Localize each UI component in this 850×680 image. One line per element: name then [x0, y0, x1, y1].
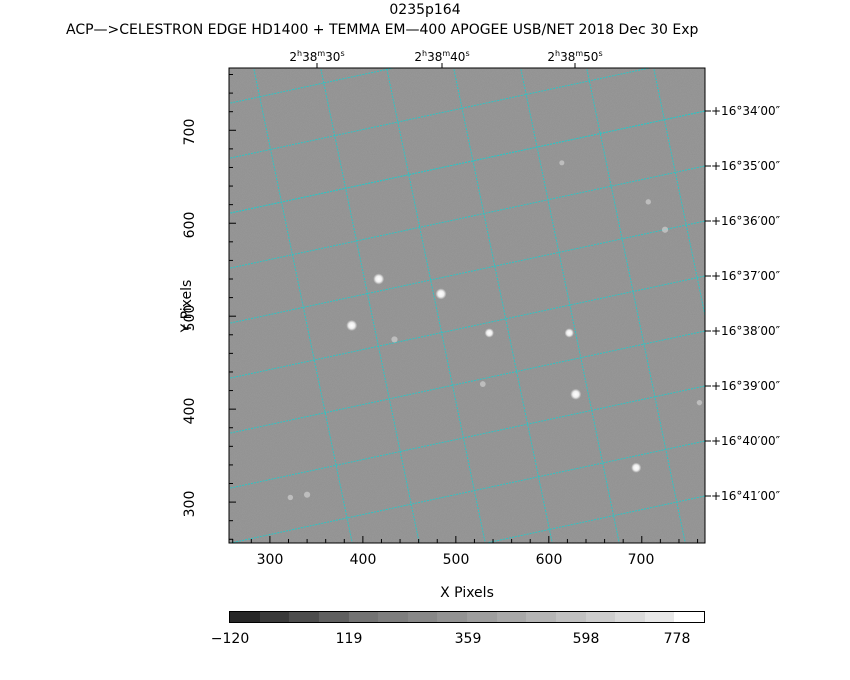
star — [479, 381, 486, 387]
dec-label: +16°35′00″ — [711, 159, 781, 173]
grid-line — [229, 110, 705, 214]
grid-line — [229, 220, 705, 324]
colorbar-segment — [526, 612, 556, 622]
colorbar-segment — [437, 612, 467, 622]
star — [570, 388, 582, 400]
grid-line — [484, 495, 705, 543]
colorbar-segment — [318, 612, 349, 622]
ra-label: 2h38m30s — [289, 49, 345, 65]
star — [435, 288, 447, 300]
axis-ticks — [229, 63, 711, 543]
star — [631, 462, 642, 473]
grid-line — [715, 40, 823, 560]
instrument-subtitle: ACP—>CELESTRON EDGE HD1400 + TEMMA EM—40… — [66, 22, 699, 38]
grid-line — [453, 68, 553, 543]
ra-label: 2h38m40s — [414, 49, 470, 65]
x-tick-label: 700 — [627, 552, 655, 568]
colorbar-label: 778 — [663, 631, 691, 647]
grid-line — [229, 165, 705, 269]
dec-label: +16°36′00″ — [711, 214, 781, 228]
x-tick-label: 300 — [256, 552, 284, 568]
star — [661, 226, 669, 233]
y-tick-label: 600 — [182, 211, 198, 239]
grid-line — [229, 330, 705, 434]
grid-line — [229, 68, 652, 159]
star — [484, 328, 495, 338]
x-tick-label: 600 — [535, 552, 563, 568]
grid-line — [253, 68, 353, 543]
ra-label: 2h38m50s — [547, 49, 603, 65]
dec-label: +16°40′00″ — [711, 434, 781, 448]
star-field — [287, 160, 703, 501]
colorbar-label: −120 — [210, 631, 250, 647]
y-tick-label: 700 — [182, 118, 198, 146]
star — [287, 494, 294, 501]
dec-label: +16°38′00″ — [711, 324, 781, 338]
wcs-grid — [229, 40, 823, 560]
colorbar-segment — [348, 612, 379, 622]
grid-line — [229, 440, 705, 543]
star — [303, 491, 311, 498]
dec-label: +16°34′00″ — [711, 104, 781, 118]
grid-line — [653, 68, 705, 318]
colorbar-segment — [407, 612, 438, 622]
dec-label: +16°41′00″ — [711, 489, 781, 503]
image-title: 0235p164 — [389, 2, 461, 18]
colorbar-segment — [674, 612, 704, 622]
colorbar-label: 359 — [454, 631, 482, 647]
image-noise — [229, 68, 705, 543]
star — [391, 336, 398, 343]
star — [346, 319, 358, 331]
colorbar-segment — [585, 612, 616, 622]
colorbar-segment — [644, 612, 675, 622]
x-tick-label: 400 — [349, 552, 377, 568]
colorbar-segment — [555, 612, 586, 622]
star — [645, 199, 651, 205]
colorbar-segment — [496, 612, 527, 622]
y-tick-label: 300 — [182, 490, 198, 518]
grid-line — [229, 275, 705, 379]
colorbar — [229, 611, 705, 623]
colorbar-segment — [230, 612, 260, 622]
y-axis-label: Y Pixels — [179, 279, 195, 333]
grid-line — [520, 68, 620, 543]
star — [373, 273, 385, 285]
star — [559, 160, 565, 166]
grid-line — [386, 68, 486, 543]
grid-line — [229, 385, 705, 489]
colorbar-label: 119 — [335, 631, 363, 647]
colorbar-label: 598 — [572, 631, 600, 647]
plot-frame — [228, 67, 706, 544]
dec-label: +16°39′00″ — [711, 379, 781, 393]
grid-line — [320, 68, 420, 543]
x-tick-label: 500 — [442, 552, 470, 568]
dec-label: +16°37′00″ — [711, 269, 781, 283]
y-tick-label: 400 — [182, 397, 198, 425]
colorbar-segment — [289, 612, 319, 622]
grid-line — [586, 68, 686, 543]
star — [564, 328, 574, 338]
colorbar-segment — [615, 612, 645, 622]
x-axis-label: X Pixels — [440, 585, 494, 601]
colorbar-segment — [259, 612, 290, 622]
colorbar-segment — [467, 612, 497, 622]
star — [696, 399, 703, 406]
colorbar-segment — [378, 612, 408, 622]
